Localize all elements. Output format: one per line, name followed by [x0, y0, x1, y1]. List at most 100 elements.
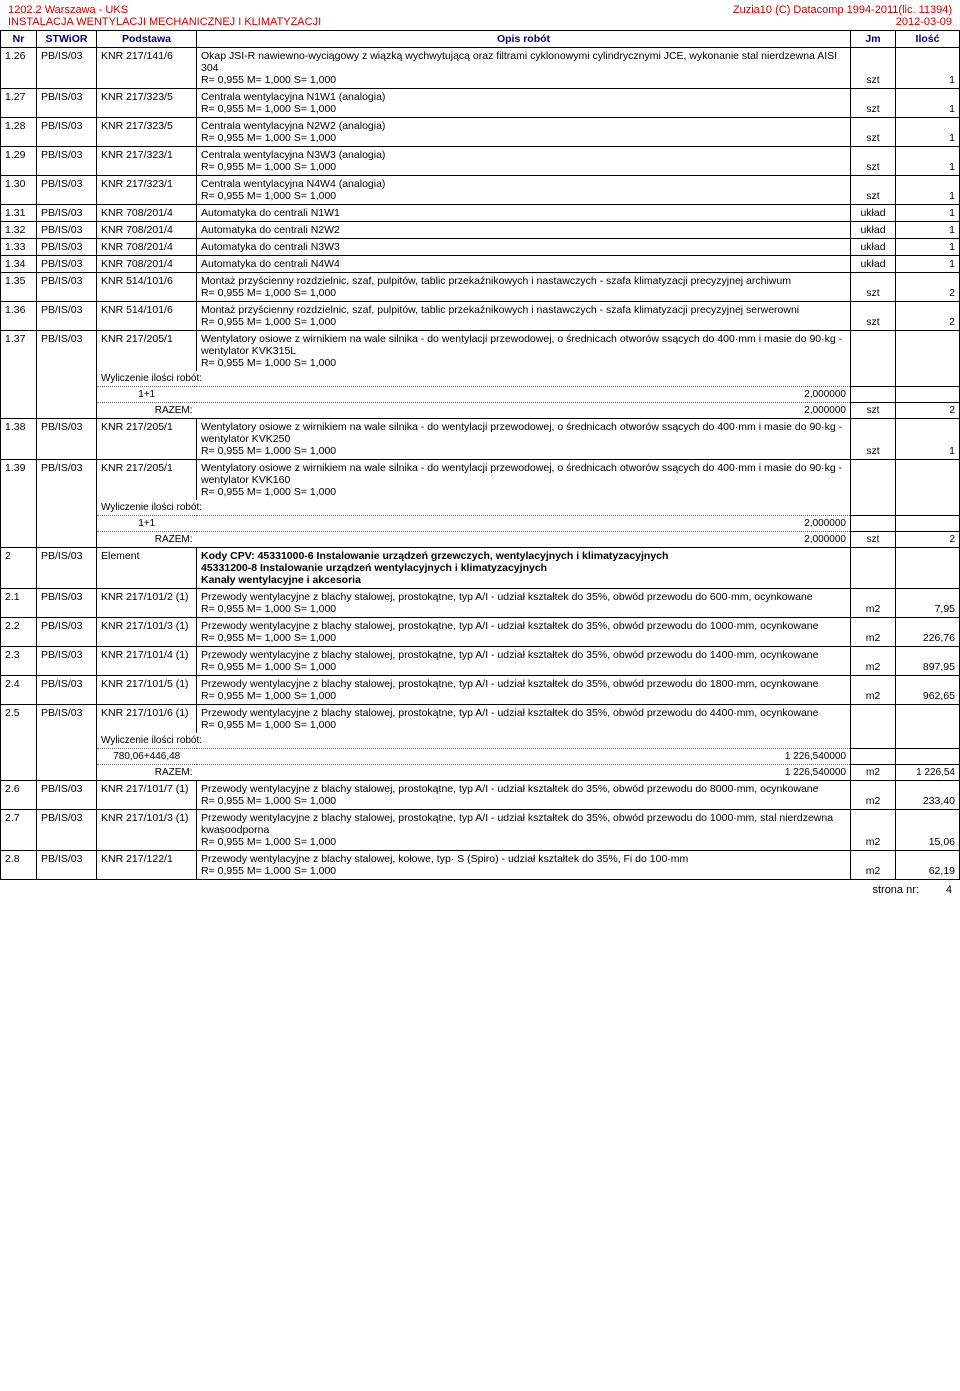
cell-nr: 1.29	[1, 147, 37, 176]
cell-nr: 2.7	[1, 810, 37, 851]
cell-stwior: PB/IS/03	[37, 273, 97, 302]
cell-stwior: PB/IS/03	[37, 676, 97, 705]
cell-opis: Przewody wentylacyjne z blachy stalowej,…	[197, 618, 851, 647]
cell-ilosc: 1	[896, 256, 960, 273]
cell-opis: Przewody wentylacyjne z blachy stalowej,…	[197, 647, 851, 676]
cell-nr: 2.2	[1, 618, 37, 647]
header-right: Zuzia10 (C) Datacomp 1994-2011(lic. 1139…	[733, 4, 952, 28]
cell-podstawa: KNR 217/101/3 (1)	[97, 618, 197, 647]
calc-expr: 1+1	[97, 387, 197, 403]
cell-nr: 1.35	[1, 273, 37, 302]
table-row: 1.37PB/IS/03KNR 217/205/1Wentylatory osi…	[1, 331, 960, 372]
cell-ilosc: 2	[896, 302, 960, 331]
cell-stwior: PB/IS/03	[37, 705, 97, 781]
cell-stwior: PB/IS/03	[37, 118, 97, 147]
cell-jm: szt	[851, 273, 896, 302]
razem-label: RAZEM:	[97, 765, 197, 781]
razem-label: RAZEM:	[97, 532, 197, 548]
cell-jm: m2	[851, 676, 896, 705]
header-app-info: Zuzia10 (C) Datacomp 1994-2011(lic. 1139…	[733, 4, 952, 16]
header-date: 2012-03-09	[733, 16, 952, 28]
table-header-row: Nr STWiOR Podstawa Opis robót Jm Ilość	[1, 31, 960, 48]
cell-ilosc: 62,19	[896, 851, 960, 880]
th-jm: Jm	[851, 31, 896, 48]
table-row: 2.1PB/IS/03KNR 217/101/2 (1)Przewody wen…	[1, 589, 960, 618]
cell-opis: Przewody wentylacyjne z blachy stalowej,…	[197, 705, 851, 734]
calc-expr: 1+1	[97, 516, 197, 532]
table-row: 2.6PB/IS/03KNR 217/101/7 (1)Przewody wen…	[1, 781, 960, 810]
cell-nr: 1.36	[1, 302, 37, 331]
cell-opis: Wentylatory osiowe z wirnikiem na wale s…	[197, 331, 851, 372]
th-podstawa: Podstawa	[97, 31, 197, 48]
cell-podstawa: KNR 217/323/1	[97, 176, 197, 205]
cell-jm: układ	[851, 239, 896, 256]
header-title-1: 1202.2 Warszawa - UKS	[8, 4, 321, 16]
cell-opis: Wentylatory osiowe z wirnikiem na wale s…	[197, 460, 851, 501]
footer-label: strona nr:	[872, 884, 918, 896]
cell-podstawa: KNR 708/201/4	[97, 205, 197, 222]
cell-podstawa: KNR 217/323/5	[97, 89, 197, 118]
cell-opis: Montaż przyścienny rozdzielnic, szaf, pu…	[197, 302, 851, 331]
cell-stwior: PB/IS/03	[37, 331, 97, 419]
cell-podstawa: KNR 217/101/2 (1)	[97, 589, 197, 618]
footer-page: 4	[922, 884, 952, 896]
cell-nr: 1.30	[1, 176, 37, 205]
cell-jm: szt	[851, 176, 896, 205]
cell-ilosc	[896, 331, 960, 372]
cell-ilosc: 897,95	[896, 647, 960, 676]
table-row: 1.31PB/IS/03KNR 708/201/4Automatyka do c…	[1, 205, 960, 222]
razem-row: RAZEM:2,000000szt2	[1, 403, 960, 419]
calc-label: Wyliczenie ilości robót:	[97, 500, 851, 516]
cell-stwior: PB/IS/03	[37, 176, 97, 205]
th-stwior: STWiOR	[37, 31, 97, 48]
page-footer: strona nr: 4	[0, 880, 960, 900]
cell-ilosc: 1	[896, 419, 960, 460]
cell-stwior: PB/IS/03	[37, 205, 97, 222]
cell-nr: 1.28	[1, 118, 37, 147]
cell-empty	[896, 749, 960, 765]
calc-expr-row: 1+12,000000	[1, 516, 960, 532]
table-row: 1.29PB/IS/03KNR 217/323/1Centrala wentyl…	[1, 147, 960, 176]
cell-empty	[896, 387, 960, 403]
cell-nr: 1.34	[1, 256, 37, 273]
calc-value: 2,000000	[197, 387, 851, 403]
table-row: 2.5PB/IS/03KNR 217/101/6 (1)Przewody wen…	[1, 705, 960, 734]
cell-podstawa: KNR 217/101/7 (1)	[97, 781, 197, 810]
cell-stwior: PB/IS/03	[37, 89, 97, 118]
razem-label: RAZEM:	[97, 403, 197, 419]
cell-nr: 1.33	[1, 239, 37, 256]
table-row: 1.38PB/IS/03KNR 217/205/1Wentylatory osi…	[1, 419, 960, 460]
cell-podstawa: KNR 217/122/1	[97, 851, 197, 880]
cell-stwior: PB/IS/03	[37, 302, 97, 331]
cell-ilosc: 1	[896, 147, 960, 176]
cost-table: Nr STWiOR Podstawa Opis robót Jm Ilość 1…	[0, 30, 960, 880]
cell-stwior: PB/IS/03	[37, 147, 97, 176]
calc-expr-row: 1+12,000000	[1, 387, 960, 403]
cell-opis: Przewody wentylacyjne z blachy stalowej,…	[197, 676, 851, 705]
cell-ilosc: 1	[896, 176, 960, 205]
cell-ilosc: 233,40	[896, 781, 960, 810]
razem-value: 1 226,540000	[197, 765, 851, 781]
cell-opis: Centrala wentylacyjna N4W4 (analogia)R= …	[197, 176, 851, 205]
th-nr: Nr	[1, 31, 37, 48]
cell-nr: 2.1	[1, 589, 37, 618]
cell-ilosc: 1	[896, 239, 960, 256]
calc-expr: 780,06+446,48	[97, 749, 197, 765]
cell-jm: m2	[851, 781, 896, 810]
table-row: 1.32PB/IS/03KNR 708/201/4Automatyka do c…	[1, 222, 960, 239]
cell-jm: układ	[851, 222, 896, 239]
cell-nr: 2.4	[1, 676, 37, 705]
cell-opis: Okap JSI-R nawiewno-wyciągowy z wiązką w…	[197, 48, 851, 89]
cell-podstawa: KNR 708/201/4	[97, 222, 197, 239]
cell-opis: Automatyka do centrali N2W2	[197, 222, 851, 239]
cell-opis: Centrala wentylacyjna N3W3 (analogia)R= …	[197, 147, 851, 176]
cell-jm: układ	[851, 256, 896, 273]
cell-jm: m2	[851, 765, 896, 781]
cell-ilosc	[896, 460, 960, 501]
cell-nr: 1.32	[1, 222, 37, 239]
cell-podstawa: Element	[97, 548, 197, 589]
cell-jm: szt	[851, 419, 896, 460]
cell-ilosc: 2	[896, 273, 960, 302]
cell-empty	[851, 371, 896, 387]
cell-stwior: PB/IS/03	[37, 618, 97, 647]
